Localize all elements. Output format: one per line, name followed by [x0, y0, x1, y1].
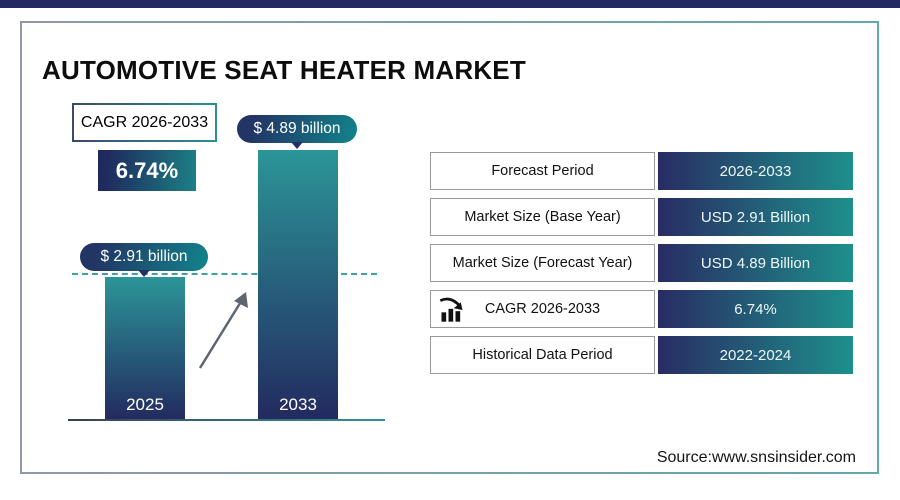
table-row: Historical Data Period 2022-2024 — [430, 336, 853, 374]
cagr-label-box: CAGR 2026-2033 — [72, 103, 217, 142]
bar-chart-trend-icon — [439, 297, 463, 322]
table-row-label: CAGR 2026-2033 — [430, 290, 655, 328]
table-row-label: Market Size (Base Year) — [430, 198, 655, 236]
bar-2033: 2033 — [258, 150, 338, 420]
bar-year-label: 2025 — [126, 395, 164, 414]
table-row-label: Market Size (Forecast Year) — [430, 244, 655, 282]
fact-table: Forecast Period 2026-2033 Market Size (B… — [430, 152, 853, 382]
source-note: Source:www.snsinsider.com — [656, 449, 856, 466]
page-title: AUTOMOTIVE SEAT HEATER MARKET — [42, 55, 526, 86]
top-accent-bar — [0, 0, 900, 8]
reference-dashed-line — [72, 273, 377, 275]
table-row-value: USD 2.91 Billion — [658, 198, 853, 236]
table-row-value: 6.74% — [658, 290, 853, 328]
value-bubble-2033: $ 4.89 billion — [237, 115, 357, 143]
table-row: Market Size (Base Year) USD 2.91 Billion — [430, 198, 853, 236]
table-row: Forecast Period 2026-2033 — [430, 152, 853, 190]
chart-baseline — [68, 419, 385, 421]
cagr-value-badge: 6.74% — [98, 150, 196, 191]
table-row-label: Forecast Period — [430, 152, 655, 190]
bar-year-label: 2033 — [279, 395, 317, 414]
table-row: Market Size (Forecast Year) USD 4.89 Bil… — [430, 244, 853, 282]
table-row-label: Historical Data Period — [430, 336, 655, 374]
bar-2025: 2025 — [105, 277, 185, 420]
value-bubble-2025: $ 2.91 billion — [80, 243, 208, 271]
table-row: CAGR 2026-2033 6.74% — [430, 290, 853, 328]
growth-arrow-icon — [198, 292, 248, 369]
table-row-value: 2022-2024 — [658, 336, 853, 374]
table-row-value: 2026-2033 — [658, 152, 853, 190]
table-row-label-text: CAGR 2026-2033 — [484, 301, 601, 317]
table-row-value: USD 4.89 Billion — [658, 244, 853, 282]
